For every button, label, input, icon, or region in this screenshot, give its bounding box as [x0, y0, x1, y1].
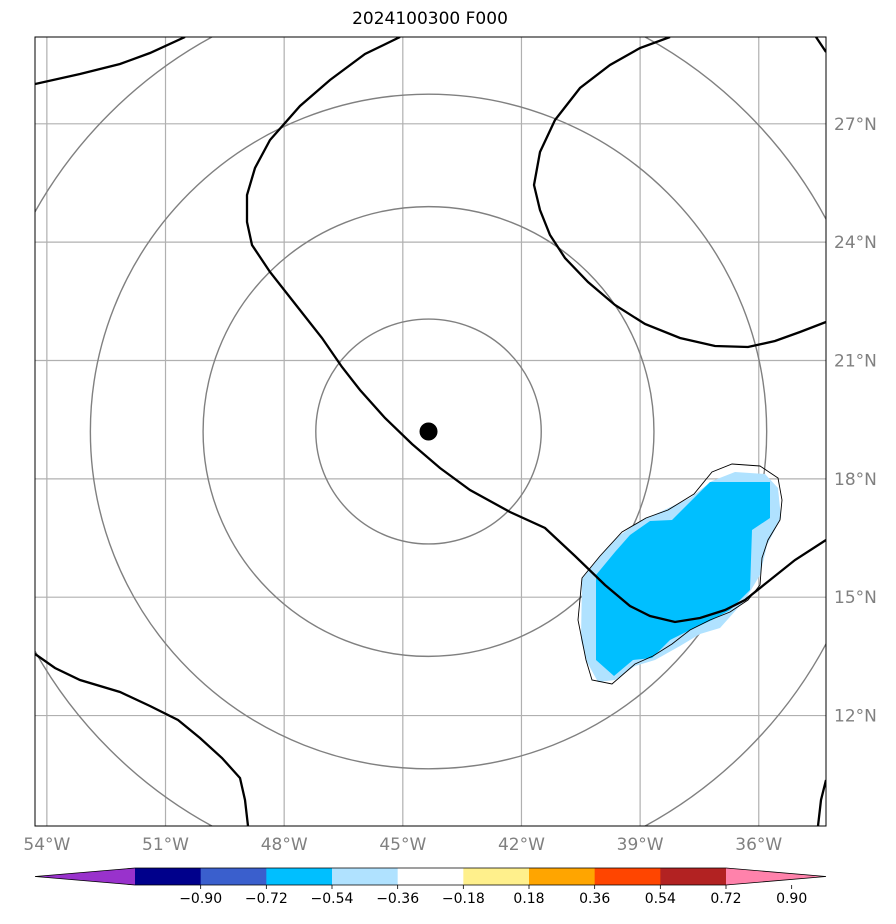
contour-line-upper-right [532, 37, 826, 349]
colorbar-segment [332, 868, 399, 885]
map-frame [34, 36, 827, 827]
colorbar-outline [34, 867, 827, 886]
contour-line-lower-left [35, 653, 250, 826]
range-ring [89, 93, 768, 770]
colorbar-segment [397, 868, 464, 885]
colorbar-segment [266, 868, 333, 885]
colorbar-label: 0.18 [513, 891, 544, 907]
colorbar-label: 0.72 [710, 891, 741, 907]
colorbar-label: −0.90 [179, 891, 222, 907]
lat-tick-label: 24°N [834, 233, 877, 253]
contour-lines [35, 37, 826, 826]
colorbar-extend-min [35, 868, 135, 885]
range-rings [35, 37, 826, 826]
colorbar-label: 0.36 [579, 891, 610, 907]
colorbar-segment [529, 868, 596, 885]
lon-tick-label: 39°W [617, 835, 664, 855]
lat-tick-label: 12°N [834, 707, 877, 727]
lon-tick-label: 45°W [379, 835, 426, 855]
lat-tick-label: 27°N [834, 115, 877, 135]
colorbar-extend-max [726, 868, 826, 885]
colorbar-segment [200, 868, 267, 885]
lat-tick-label: 21°N [834, 351, 877, 371]
colorbar-label: 0.54 [645, 891, 676, 907]
colorbar: −0.90 −0.72 −0.54 −0.36 −0.18 0.18 0.36 … [34, 867, 827, 907]
lat-axis: 12°N 15°N 18°N 21°N 24°N 27°N [834, 115, 877, 727]
colorbar-segment [135, 868, 202, 885]
contour-line-upper-left [35, 37, 186, 86]
colorbar-label: −0.36 [376, 891, 419, 907]
lon-tick-label: 54°W [23, 835, 70, 855]
contour-line-central [245, 37, 826, 624]
colorbar-segment [594, 868, 661, 885]
lon-tick-label: 51°W [142, 835, 189, 855]
colorbar-segments [34, 867, 827, 889]
anomaly-fill-dark [596, 482, 770, 676]
colorbar-labels: −0.90 −0.72 −0.54 −0.36 −0.18 0.18 0.36 … [179, 891, 807, 907]
colorbar-segment [463, 868, 530, 885]
lat-tick-label: 18°N [834, 470, 877, 490]
colorbar-label: −0.72 [245, 891, 288, 907]
colorbar-label: −0.18 [442, 891, 485, 907]
lon-tick-label: 48°W [261, 835, 308, 855]
lon-axis: 54°W 51°W 48°W 45°W 42°W 39°W 36°W [23, 835, 782, 855]
colorbar-label: 0.90 [776, 891, 807, 907]
lon-tick-label: 42°W [498, 835, 545, 855]
lat-tick-label: 15°N [834, 588, 877, 608]
contour-line-top-right-corner [815, 37, 826, 53]
colorbar-segment [660, 868, 727, 885]
contour-line-lower-right [816, 779, 826, 826]
storm-center-marker [419, 422, 438, 441]
range-ring [202, 205, 655, 658]
anomaly-outline [577, 463, 783, 685]
range-ring [315, 318, 542, 545]
shaded-anomaly-region [577, 463, 783, 685]
lon-tick-label: 36°W [735, 835, 782, 855]
colorbar-label: −0.54 [311, 891, 354, 907]
map-title: 2024100300 F000 [352, 9, 508, 29]
